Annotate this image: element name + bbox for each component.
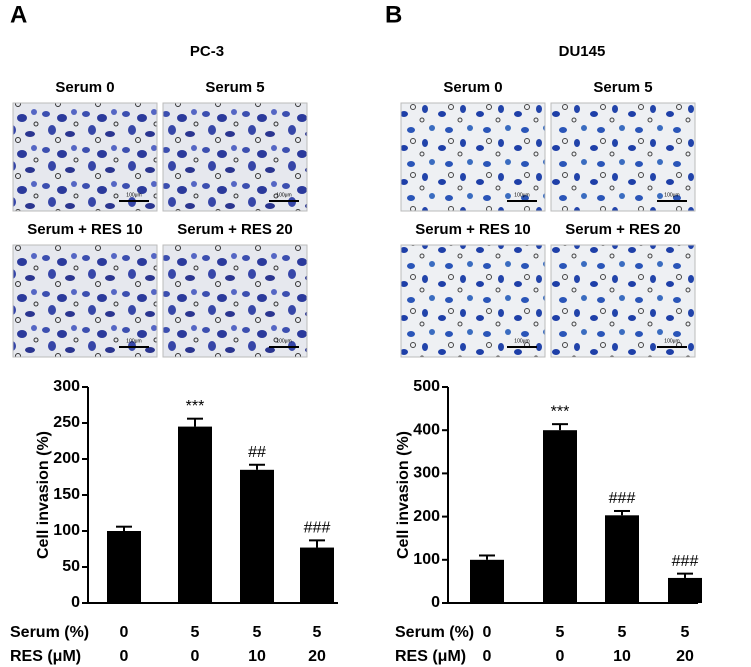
y-tick-label: 400 — [413, 421, 440, 438]
y-tick-label: 100 — [53, 522, 80, 539]
x-row-value: 0 — [483, 624, 492, 641]
x-row-value: 20 — [676, 648, 694, 665]
image-label: Serum 5 — [205, 79, 264, 96]
x-row-value: 20 — [308, 648, 326, 665]
scale-bar-label: 100μm — [664, 192, 679, 198]
y-tick-label: 150 — [53, 486, 80, 503]
x-row-value: 0 — [120, 624, 129, 641]
x-row-label: RES (μM) — [10, 648, 81, 665]
y-tick-label: 200 — [413, 508, 440, 525]
bar — [178, 426, 212, 603]
micrograph — [550, 102, 696, 212]
micrograph — [400, 244, 546, 358]
image-label: Serum + RES 20 — [565, 221, 680, 238]
bar — [668, 577, 702, 603]
bar — [107, 531, 141, 603]
x-row-value: 5 — [681, 624, 690, 641]
panel-title: DU145 — [559, 43, 606, 60]
significance: *** — [186, 398, 205, 415]
micrograph — [162, 244, 308, 358]
micrograph — [12, 244, 158, 358]
bar — [543, 430, 577, 603]
panel-label: B — [385, 1, 402, 28]
x-row-value: 5 — [618, 624, 627, 641]
significance: ### — [672, 553, 699, 570]
x-row-label: RES (μM) — [395, 648, 466, 665]
significance: ### — [304, 520, 331, 537]
micrograph — [550, 244, 696, 358]
image-label: Serum + RES 10 — [27, 221, 142, 238]
y-tick-label: 300 — [413, 465, 440, 482]
y-axis-label: Cell invasion (%) — [395, 431, 412, 559]
x-row-value: 5 — [313, 624, 322, 641]
micrograph — [12, 102, 158, 212]
x-row-value: 0 — [120, 648, 129, 665]
x-row-label: Serum (%) — [395, 624, 474, 641]
x-row-value: 5 — [556, 624, 565, 641]
y-tick-label: 300 — [53, 378, 80, 395]
x-row-value: 0 — [556, 648, 565, 665]
image-label: Serum 0 — [443, 79, 502, 96]
x-row-value: 5 — [191, 624, 200, 641]
y-tick-label: 0 — [431, 594, 440, 611]
image-label: Serum 5 — [593, 79, 652, 96]
significance: ## — [248, 444, 266, 461]
x-row-value: 10 — [248, 648, 266, 665]
x-row-value: 0 — [483, 648, 492, 665]
micrograph — [162, 102, 308, 212]
image-label: Serum + RES 10 — [415, 221, 530, 238]
panel-label: A — [10, 1, 27, 28]
scale-bar-label: 100μm — [126, 192, 141, 198]
y-tick-label: 50 — [62, 558, 80, 575]
scale-bar-label: 100μm — [276, 338, 291, 344]
bar — [300, 547, 334, 603]
x-row-value: 0 — [191, 648, 200, 665]
y-tick-label: 0 — [71, 594, 80, 611]
micrograph — [400, 102, 546, 212]
panel-title: PC-3 — [190, 43, 224, 60]
scale-bar-label: 100μm — [276, 192, 291, 198]
significance: ### — [609, 490, 636, 507]
scale-bar-label: 100μm — [126, 338, 141, 344]
bar — [470, 559, 504, 603]
scale-bar-label: 100μm — [664, 338, 679, 344]
x-row-label: Serum (%) — [10, 624, 89, 641]
image-label: Serum + RES 20 — [177, 221, 292, 238]
bar — [605, 515, 639, 603]
scale-bar-label: 100μm — [514, 192, 529, 198]
y-axis-label: Cell invasion (%) — [35, 431, 52, 559]
bar — [240, 469, 274, 603]
y-tick-label: 200 — [53, 450, 80, 467]
y-tick-label: 250 — [53, 414, 80, 431]
significance: *** — [551, 403, 570, 420]
y-tick-label: 100 — [413, 551, 440, 568]
x-row-value: 5 — [253, 624, 262, 641]
image-label: Serum 0 — [55, 79, 114, 96]
y-tick-label: 500 — [413, 378, 440, 395]
scale-bar-label: 100μm — [514, 338, 529, 344]
x-row-value: 10 — [613, 648, 631, 665]
